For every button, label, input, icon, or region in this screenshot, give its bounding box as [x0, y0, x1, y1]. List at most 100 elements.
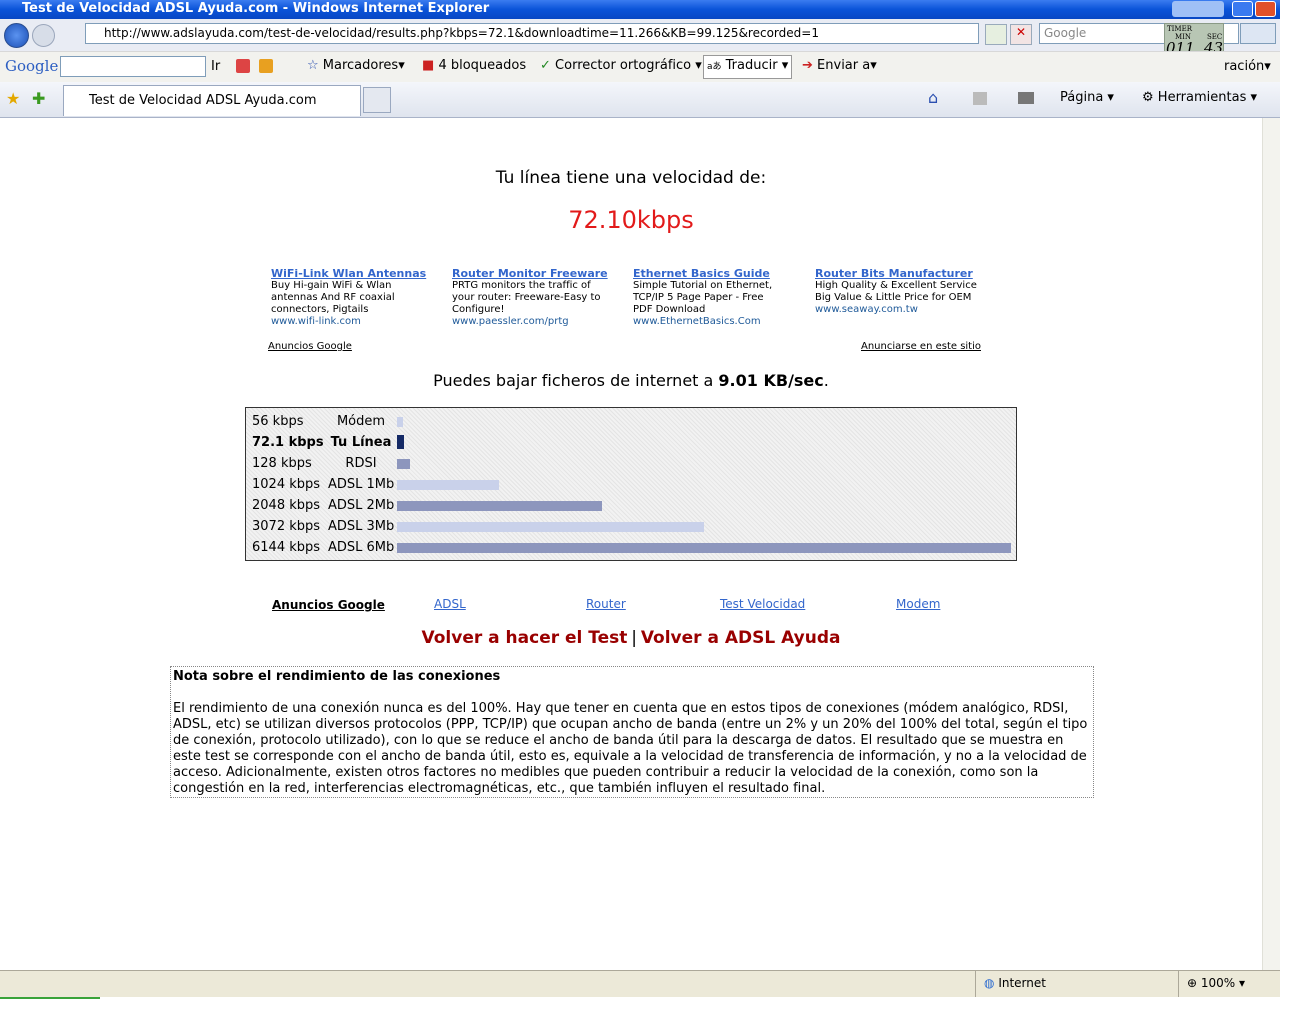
tab-title: Test de Velocidad ADSL Ayuda.com	[89, 93, 317, 108]
speed-bar	[397, 459, 410, 469]
url: http://www.adslayuda.com/test-de-velocid…	[104, 26, 819, 40]
close-button[interactable]	[1255, 1, 1276, 17]
taskbar-strip	[0, 997, 1300, 1024]
translate-button[interactable]: aあ Traducir ▾	[703, 55, 793, 79]
tab-row: ★ ✚ Test de Velocidad ADSL Ayuda.com ⌂ P…	[0, 82, 1280, 118]
tools-menu[interactable]: ⚙ Herramientas ▾	[1142, 90, 1258, 105]
ad-text: connectors, Pigtails	[271, 304, 369, 315]
add-favorites[interactable]: ✚	[32, 89, 46, 108]
download-rate: Puedes bajar ficheros de internet a 9.01…	[0, 371, 1262, 390]
ad-title[interactable]: WiFi-Link Wlan Antennas	[271, 267, 427, 280]
print-button[interactable]	[1018, 92, 1034, 104]
speed-label: 1024 kbps	[252, 477, 321, 492]
forward-button[interactable]	[32, 24, 55, 47]
speed-bar	[397, 522, 705, 532]
ads-by-google[interactable]: Anuncios Google	[268, 341, 352, 352]
stop-button[interactable]: ✕	[1010, 24, 1032, 45]
connection-name: Módem	[336, 414, 386, 429]
ad-title[interactable]: Router Monitor Freeware	[452, 267, 608, 280]
page-menu[interactable]: Página ▾	[1060, 90, 1114, 105]
home-button[interactable]: ⌂	[928, 88, 939, 107]
zoom[interactable]: ⊕ 100% ▾	[1178, 971, 1245, 997]
settings-button[interactable]: ración▾	[1224, 59, 1271, 74]
send-label: Enviar a	[817, 58, 871, 73]
send-button[interactable]: ➔ Enviar a▾	[802, 58, 877, 73]
search-button[interactable]	[1240, 23, 1276, 44]
ad-title[interactable]: Router Bits Manufacturer	[815, 267, 973, 280]
ad-text: Configure!	[452, 304, 505, 315]
ad-text: PDF Download	[633, 304, 706, 315]
web-page: Tu línea tiene una velocidad de: 72.10kb…	[0, 118, 1262, 970]
ad-url[interactable]: www.seaway.com.tw	[815, 304, 918, 315]
ad-url[interactable]: www.wifi-link.com	[271, 316, 361, 327]
title-bar: Test de Velocidad ADSL Ayuda.com - Windo…	[0, 0, 1280, 19]
download-prefix: Puedes bajar ficheros de internet a	[433, 371, 714, 390]
settings-label: ración	[1224, 59, 1265, 74]
page-label: Página	[1060, 90, 1104, 105]
link-units-label[interactable]: Anuncios Google	[272, 598, 385, 612]
ad-link[interactable]: Router	[586, 597, 626, 611]
popup-blocker[interactable]: ■ 4 bloqueados	[422, 58, 527, 73]
tools-label: Herramientas	[1157, 90, 1247, 105]
translate-label: Traducir	[725, 58, 778, 73]
toolbar-icon[interactable]	[236, 59, 250, 73]
zoom-label: 100%	[1200, 976, 1236, 990]
note-box: Nota sobre el rendimiento de las conexio…	[170, 666, 1094, 798]
speed-bar	[397, 480, 500, 490]
speed-label: 72.1 kbps	[252, 435, 324, 450]
ad-link[interactable]: Modem	[896, 597, 941, 611]
retest-link[interactable]: Volver a hacer el Test	[421, 628, 628, 648]
ad-url[interactable]: www.EthernetBasics.Com	[633, 316, 761, 327]
advertise-link[interactable]: Anunciarse en este sitio	[861, 341, 981, 352]
connection-name: RDSI	[345, 456, 377, 471]
spellcheck-button[interactable]: ✓ Corrector ortográfico ▾	[540, 58, 702, 73]
active-tab[interactable]: Test de Velocidad ADSL Ayuda.com	[63, 85, 361, 116]
new-tab[interactable]	[363, 87, 391, 113]
refresh-button[interactable]	[985, 24, 1007, 45]
speed-bar	[397, 417, 403, 427]
ad-title[interactable]: Ethernet Basics Guide	[633, 267, 770, 280]
timer-sec-label: SEC	[1207, 33, 1223, 41]
ad-text: Simple Tutorial on Ethernet,	[633, 280, 773, 291]
maximize-button[interactable]	[1232, 1, 1253, 17]
scrollbar[interactable]	[1262, 118, 1280, 970]
google-toolbar: Google Ir ☆ Marcadores▾ ■ 4 bloqueados ✓…	[0, 51, 1280, 82]
download-value: 9.01 KB/sec	[718, 371, 824, 390]
speed-result: 72.10kbps	[568, 206, 694, 234]
speed-label: 3072 kbps	[252, 519, 321, 534]
address-field[interactable]: http://www.adslayuda.com/test-de-velocid…	[85, 23, 979, 44]
ad-text: High Quality & Excellent Service	[815, 280, 977, 291]
ad-link[interactable]: Test Velocidad	[720, 597, 806, 611]
google-logo: Google	[5, 57, 59, 75]
ad-url[interactable]: www.paessler.com/prtg	[452, 316, 569, 327]
bookmarks-button[interactable]: ☆ Marcadores▾	[307, 58, 405, 73]
connection-name: ADSL 2Mb	[328, 498, 395, 513]
ad-link[interactable]: ADSL	[434, 597, 466, 611]
speed-label: 2048 kbps	[252, 498, 321, 513]
bookmarks-label: Marcadores	[322, 58, 399, 73]
home-link[interactable]: Volver a ADSL Ayuda	[640, 628, 841, 648]
speed-bar	[397, 543, 1012, 553]
ad-text: Big Value & Little Price for OEM	[815, 292, 972, 303]
google-search-field[interactable]	[60, 56, 206, 77]
connection-name: ADSL 1Mb	[328, 477, 395, 492]
feeds-button[interactable]	[973, 92, 987, 105]
connection-name: ADSL 6Mb	[328, 540, 395, 555]
spell-label: Corrector ortográfico	[555, 58, 692, 73]
speed-label: 56 kbps	[252, 414, 304, 429]
ad-text: your router: Freeware-Easy to	[452, 292, 601, 303]
blocked-label: 4 bloqueados	[438, 58, 527, 73]
connection-name: ADSL 3Mb	[328, 519, 395, 534]
download-suffix: .	[823, 371, 829, 390]
speed-label: 128 kbps	[252, 456, 312, 471]
favorites-star[interactable]: ★	[6, 89, 21, 108]
speed-heading: Tu línea tiene una velocidad de:	[495, 168, 767, 188]
go-button[interactable]: Ir	[211, 59, 221, 74]
ad-text: TCP/IP 5 Page Paper - Free	[633, 292, 764, 303]
speed-bar	[397, 435, 405, 449]
zone: ◍ Internet	[975, 971, 1046, 997]
back-button[interactable]	[4, 23, 29, 48]
toolbar-icon[interactable]	[259, 59, 273, 73]
window-title: Test de Velocidad ADSL Ayuda.com - Windo…	[22, 1, 490, 16]
